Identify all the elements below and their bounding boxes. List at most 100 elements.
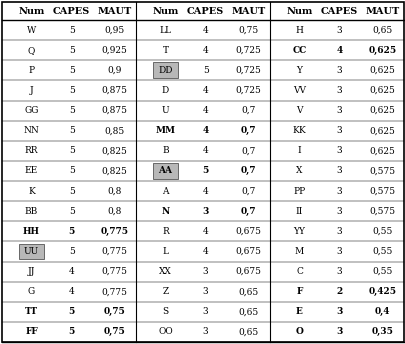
Text: 5: 5 <box>68 207 75 216</box>
Text: 4: 4 <box>202 25 208 34</box>
Text: 5: 5 <box>68 86 75 95</box>
Text: B: B <box>162 146 168 155</box>
Text: 0,55: 0,55 <box>371 247 392 256</box>
Text: 0,65: 0,65 <box>238 327 258 336</box>
Text: 4: 4 <box>202 46 208 55</box>
Text: AA: AA <box>158 166 172 175</box>
Text: 0,675: 0,675 <box>235 267 261 276</box>
Text: 5: 5 <box>68 186 75 195</box>
Text: 3: 3 <box>336 186 342 195</box>
Text: XX: XX <box>159 267 171 276</box>
Text: 3: 3 <box>202 327 208 336</box>
Text: 3: 3 <box>336 106 342 115</box>
Text: 0,625: 0,625 <box>369 66 394 75</box>
Text: 0,7: 0,7 <box>240 166 256 175</box>
Text: Y: Y <box>296 66 302 75</box>
Text: 0,725: 0,725 <box>235 46 261 55</box>
Text: MAUT: MAUT <box>231 7 265 15</box>
Text: 3: 3 <box>336 126 342 135</box>
Text: Num: Num <box>18 7 45 15</box>
Text: 5: 5 <box>68 227 75 236</box>
Text: K: K <box>28 186 35 195</box>
Text: 4: 4 <box>202 126 208 135</box>
Text: 4: 4 <box>202 227 208 236</box>
Text: 3: 3 <box>336 327 342 336</box>
Text: 0,625: 0,625 <box>369 146 394 155</box>
Text: V: V <box>296 106 302 115</box>
Text: 5: 5 <box>68 307 75 316</box>
Text: Num: Num <box>286 7 312 15</box>
Text: 3: 3 <box>336 227 342 236</box>
Text: 3: 3 <box>336 267 342 276</box>
Text: O: O <box>295 327 303 336</box>
Text: 5: 5 <box>68 327 75 336</box>
Text: 3: 3 <box>336 207 342 216</box>
Text: 0,75: 0,75 <box>103 327 125 336</box>
Text: MAUT: MAUT <box>364 7 399 15</box>
Text: 5: 5 <box>68 25 75 34</box>
Text: 0,9: 0,9 <box>107 66 122 75</box>
Text: II: II <box>295 207 303 216</box>
Text: 5: 5 <box>202 166 208 175</box>
Text: 4: 4 <box>202 186 208 195</box>
Text: 4: 4 <box>68 267 75 276</box>
Text: 0,75: 0,75 <box>238 25 258 34</box>
Text: 3: 3 <box>336 66 342 75</box>
Text: 5: 5 <box>68 126 75 135</box>
Text: 0,775: 0,775 <box>100 227 128 236</box>
Text: 3: 3 <box>336 86 342 95</box>
Text: 0,875: 0,875 <box>101 86 127 95</box>
Text: 0,35: 0,35 <box>371 327 392 336</box>
Text: 0,7: 0,7 <box>241 106 255 115</box>
Text: J: J <box>30 86 33 95</box>
Text: JJ: JJ <box>28 267 35 276</box>
Text: 5: 5 <box>68 146 75 155</box>
Text: 0,75: 0,75 <box>103 307 125 316</box>
Text: GG: GG <box>24 106 38 115</box>
Text: CAPES: CAPES <box>187 7 224 15</box>
Text: G: G <box>28 287 35 296</box>
Text: 3: 3 <box>336 247 342 256</box>
Text: F: F <box>296 287 302 296</box>
Text: 0,625: 0,625 <box>369 106 394 115</box>
Text: VV: VV <box>292 86 305 95</box>
Text: 4: 4 <box>202 106 208 115</box>
Bar <box>153 163 177 179</box>
Text: R: R <box>162 227 168 236</box>
Text: 0,7: 0,7 <box>240 207 256 216</box>
Text: 5: 5 <box>68 66 75 75</box>
Text: 5: 5 <box>68 166 75 175</box>
Text: 0,95: 0,95 <box>104 25 124 34</box>
Text: 0,65: 0,65 <box>238 287 258 296</box>
Text: 0,65: 0,65 <box>238 307 258 316</box>
Text: 0,4: 0,4 <box>374 307 389 316</box>
Text: I: I <box>297 146 301 155</box>
Text: 0,675: 0,675 <box>235 247 261 256</box>
Text: 5: 5 <box>68 46 75 55</box>
Text: OO: OO <box>158 327 173 336</box>
Bar <box>19 244 43 259</box>
Text: A: A <box>162 186 168 195</box>
Text: FF: FF <box>25 327 38 336</box>
Text: 0,775: 0,775 <box>101 267 127 276</box>
Bar <box>153 63 177 78</box>
Text: HH: HH <box>23 227 40 236</box>
Text: D: D <box>162 86 169 95</box>
Text: CC: CC <box>292 46 306 55</box>
Text: 0,775: 0,775 <box>101 287 127 296</box>
Text: 0,625: 0,625 <box>369 126 394 135</box>
Text: W: W <box>27 25 36 34</box>
Text: PP: PP <box>293 186 305 195</box>
Text: 0,725: 0,725 <box>235 86 261 95</box>
Text: 0,55: 0,55 <box>371 227 392 236</box>
Text: 0,625: 0,625 <box>368 46 396 55</box>
Text: YY: YY <box>293 227 305 236</box>
Text: Z: Z <box>162 287 168 296</box>
Text: 0,85: 0,85 <box>104 126 124 135</box>
Text: H: H <box>295 25 303 34</box>
Text: E: E <box>295 307 302 316</box>
Text: U: U <box>161 106 169 115</box>
Text: UU: UU <box>24 247 39 256</box>
Text: 3: 3 <box>202 207 208 216</box>
Text: EE: EE <box>25 166 38 175</box>
